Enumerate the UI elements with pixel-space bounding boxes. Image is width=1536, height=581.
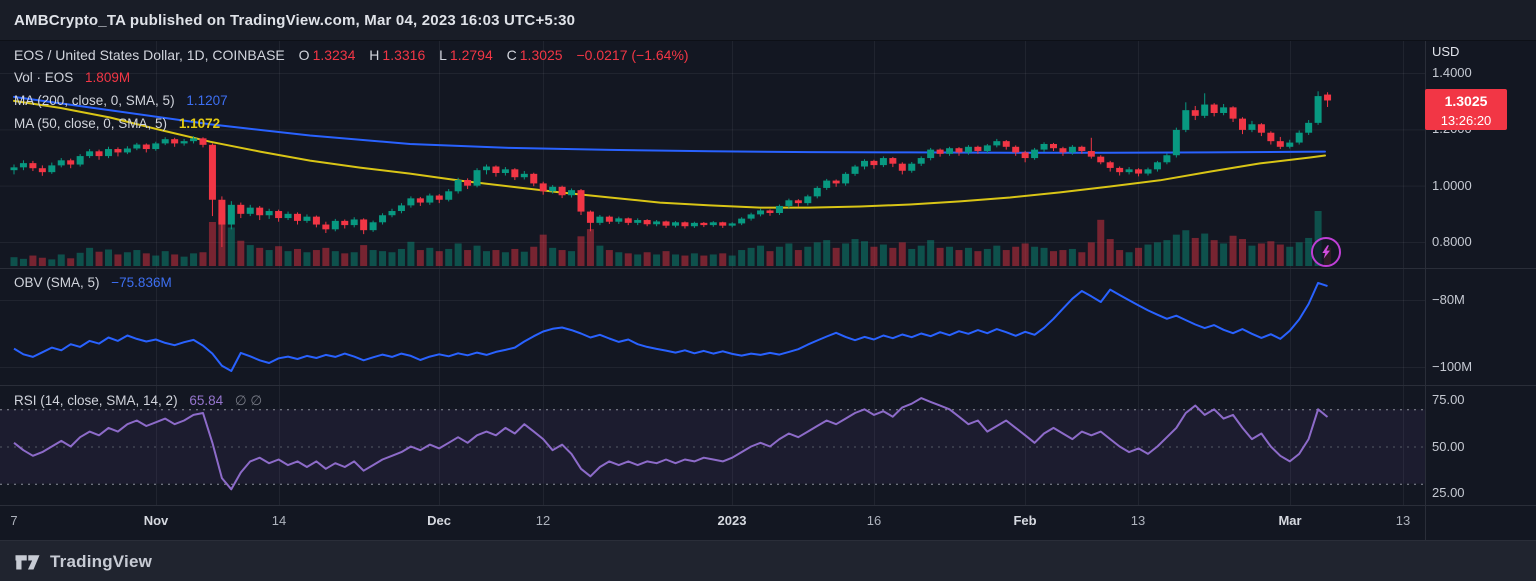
obv-tick: −80M: [1432, 292, 1465, 307]
symbol-legend[interactable]: EOS / United States Dollar, 1D, COINBASE…: [14, 47, 689, 63]
last-price-badge: 1.3025 13:26:20: [1425, 89, 1507, 130]
open-value: 1.3234: [312, 47, 356, 63]
obv-legend[interactable]: OBV (SMA, 5) −75.836M: [14, 275, 172, 290]
ma200-value: 1.1207: [186, 93, 228, 108]
tradingview-brand[interactable]: TradingView: [50, 551, 153, 571]
tradingview-logo-icon[interactable]: [14, 551, 41, 573]
open-label: O: [298, 47, 310, 63]
close-value: 1.3025: [519, 47, 563, 63]
high-value: 1.3316: [382, 47, 426, 63]
obv-label: OBV (SMA, 5): [14, 275, 100, 290]
rsi-tick: 25.00: [1432, 485, 1465, 500]
bar-countdown: 13:26:20: [1440, 112, 1492, 128]
price-tick: 1.0000: [1432, 177, 1472, 193]
ma50-label: MA (50, close, 0, SMA, 5): [14, 116, 168, 131]
volume-legend[interactable]: Vol · EOS 1.809M: [14, 70, 130, 85]
rsi-tick: 75.00: [1432, 392, 1465, 407]
high-label: H: [369, 47, 380, 63]
rsi-legend[interactable]: RSI (14, close, SMA, 14, 2) 65.84 ∅ ∅: [14, 393, 262, 409]
time-tick: 7: [10, 513, 18, 528]
close-label: C: [506, 47, 517, 63]
time-tick: 12: [535, 513, 551, 528]
obv-value: −75.836M: [111, 275, 172, 290]
currency-label: USD: [1432, 44, 1460, 59]
low-value: 1.2794: [449, 47, 493, 63]
time-tick: Mar: [1278, 513, 1302, 528]
price-tick: 1.4000: [1432, 65, 1472, 80]
time-tick: Nov: [143, 513, 169, 528]
low-label: L: [439, 47, 447, 63]
rsi-value: 65.84: [189, 393, 224, 408]
time-tick: 2023: [717, 513, 747, 528]
flash-boost-button[interactable]: [1311, 237, 1341, 267]
rsi-label: RSI (14, close, SMA, 14, 2): [14, 393, 178, 408]
time-tick: 13: [1395, 513, 1411, 528]
ma50-value: 1.1072: [178, 116, 221, 131]
obv-tick: −100M: [1432, 359, 1473, 374]
footer-bar: TradingView: [0, 540, 1536, 581]
rsi-tick: 50.00: [1432, 438, 1465, 454]
publish-title: AMBCrypto_TA published on TradingView.co…: [14, 11, 576, 29]
time-tick: Dec: [427, 513, 451, 528]
last-price: 1.3025: [1444, 93, 1488, 109]
ma200-label: MA (200, close, 0, SMA, 5): [14, 93, 175, 108]
change-value: −0.0217 (−1.64%): [576, 47, 689, 63]
ma50-legend[interactable]: MA (50, close, 0, SMA, 5) 1.1072: [14, 116, 220, 131]
volume-value: 1.809M: [85, 70, 131, 85]
ma200-legend[interactable]: MA (200, close, 0, SMA, 5) 1.1207: [14, 93, 228, 108]
symbol-title: EOS / United States Dollar, 1D, COINBASE: [14, 47, 285, 63]
time-tick: 16: [866, 513, 882, 528]
time-tick: 14: [271, 513, 287, 528]
rsi-empty-sets: ∅ ∅: [234, 393, 263, 408]
time-tick: Feb: [1013, 513, 1037, 528]
volume-label: Vol · EOS: [14, 70, 74, 85]
time-scale[interactable]: 7 Nov 14 Dec 12 2023 16 Feb 13 Mar 13: [0, 506, 1425, 540]
lightning-icon: [1322, 245, 1330, 259]
publish-header: AMBCrypto_TA published on TradingView.co…: [0, 0, 1536, 41]
price-tick: 0.8000: [1432, 234, 1472, 249]
time-tick: 13: [1130, 513, 1146, 528]
